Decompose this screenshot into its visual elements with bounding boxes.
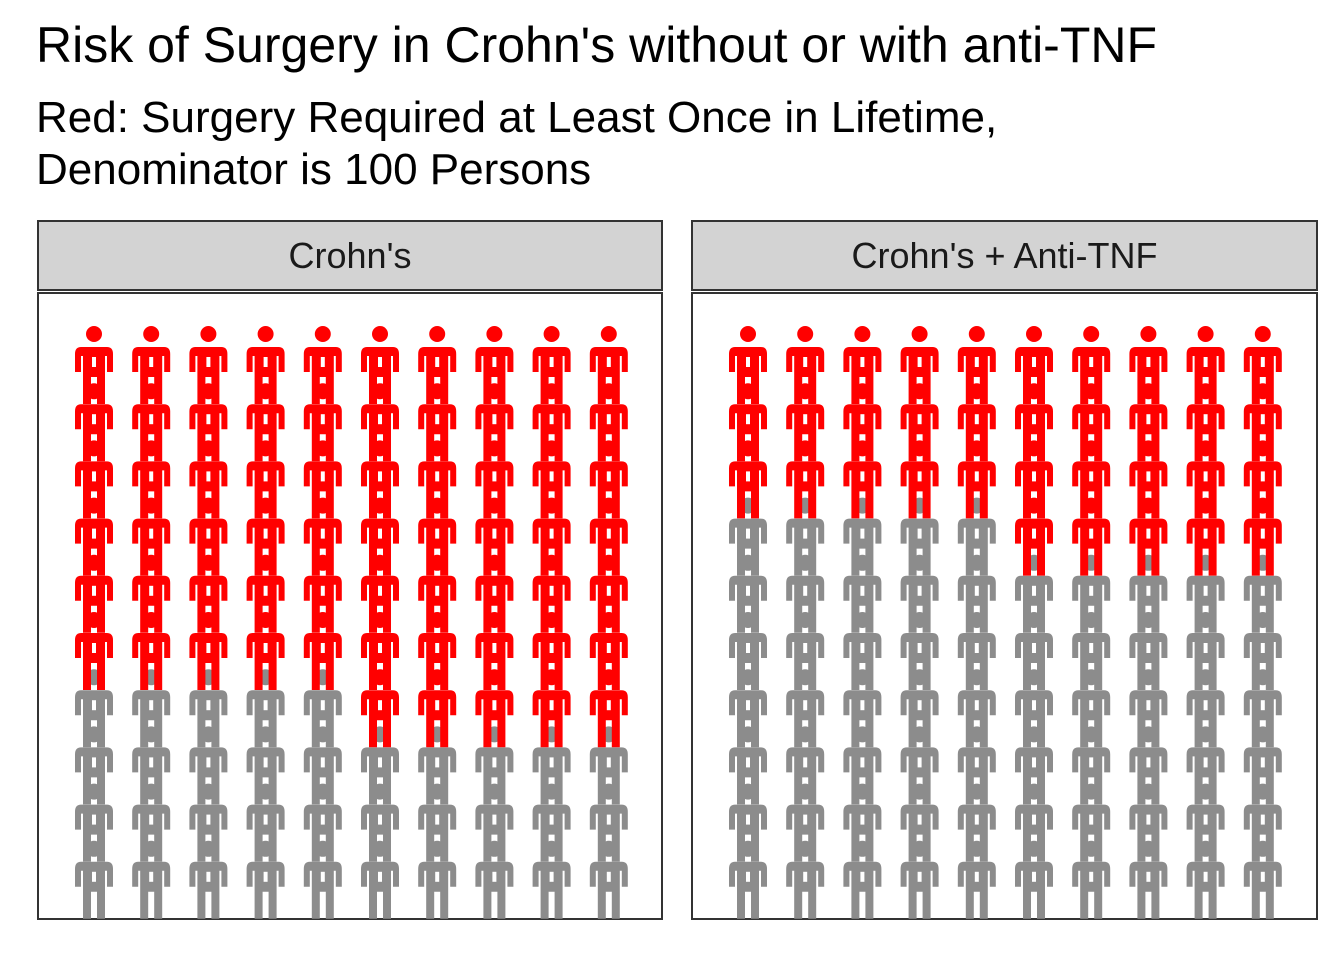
- person-icon: [303, 840, 342, 919]
- person-icon: [532, 326, 571, 404]
- facet-panel-crohns-anti-tnf: Crohn's + Anti-TNF: [691, 220, 1318, 920]
- person-icon: [246, 326, 285, 404]
- subtitle-line-2: Denominator is 100 Persons: [36, 145, 592, 194]
- pictogram-plot-area: [37, 292, 663, 920]
- person-icon: [246, 840, 285, 919]
- pictogram-grid: [729, 326, 1282, 919]
- subtitle-line-1: Red: Surgery Required at Least Once in L…: [36, 93, 998, 142]
- person-icon: [75, 326, 113, 404]
- person-icon: [1243, 840, 1282, 919]
- person-icon: [132, 840, 171, 919]
- person-icon: [729, 326, 767, 404]
- facet-strip-label: Crohn's: [37, 220, 663, 291]
- person-icon: [132, 326, 171, 404]
- person-icon: [843, 326, 882, 404]
- person-icon: [1186, 840, 1225, 919]
- person-icon: [1129, 840, 1168, 919]
- person-icon: [900, 840, 939, 919]
- person-icon: [957, 326, 996, 404]
- chart-subtitle: Red: Surgery Required at Least Once in L…: [36, 92, 997, 196]
- facet-strip-label: Crohn's + Anti-TNF: [691, 220, 1318, 291]
- person-icon: [532, 840, 571, 919]
- person-icon: [1186, 326, 1225, 404]
- person-icon: [418, 326, 457, 404]
- person-icon: [361, 840, 399, 919]
- person-icon: [900, 326, 939, 404]
- person-icon: [475, 326, 514, 404]
- person-icon: [189, 840, 228, 919]
- person-icon: [189, 326, 228, 404]
- person-icon: [361, 326, 399, 404]
- person-icon: [75, 840, 113, 919]
- person-icon: [475, 840, 514, 919]
- person-icon: [1072, 840, 1111, 919]
- person-icon: [786, 326, 825, 404]
- person-icon: [1072, 326, 1111, 404]
- person-icon: [957, 840, 996, 919]
- person-icon: [729, 840, 767, 919]
- person-icon: [1129, 326, 1168, 404]
- chart-title: Risk of Surgery in Crohn's without or wi…: [36, 17, 1158, 73]
- pictogram-plot-area: [691, 292, 1318, 920]
- person-icon: [589, 840, 628, 919]
- person-icon: [843, 840, 882, 919]
- person-icon: [589, 326, 628, 404]
- person-icon: [418, 840, 457, 919]
- person-icon: [1015, 326, 1053, 404]
- person-icon: [1243, 326, 1282, 404]
- person-icon: [303, 326, 342, 404]
- person-icon: [1015, 840, 1053, 919]
- pictogram-grid: [75, 326, 628, 919]
- person-icon: [786, 840, 825, 919]
- facet-panel-crohns: Crohn's: [37, 220, 663, 920]
